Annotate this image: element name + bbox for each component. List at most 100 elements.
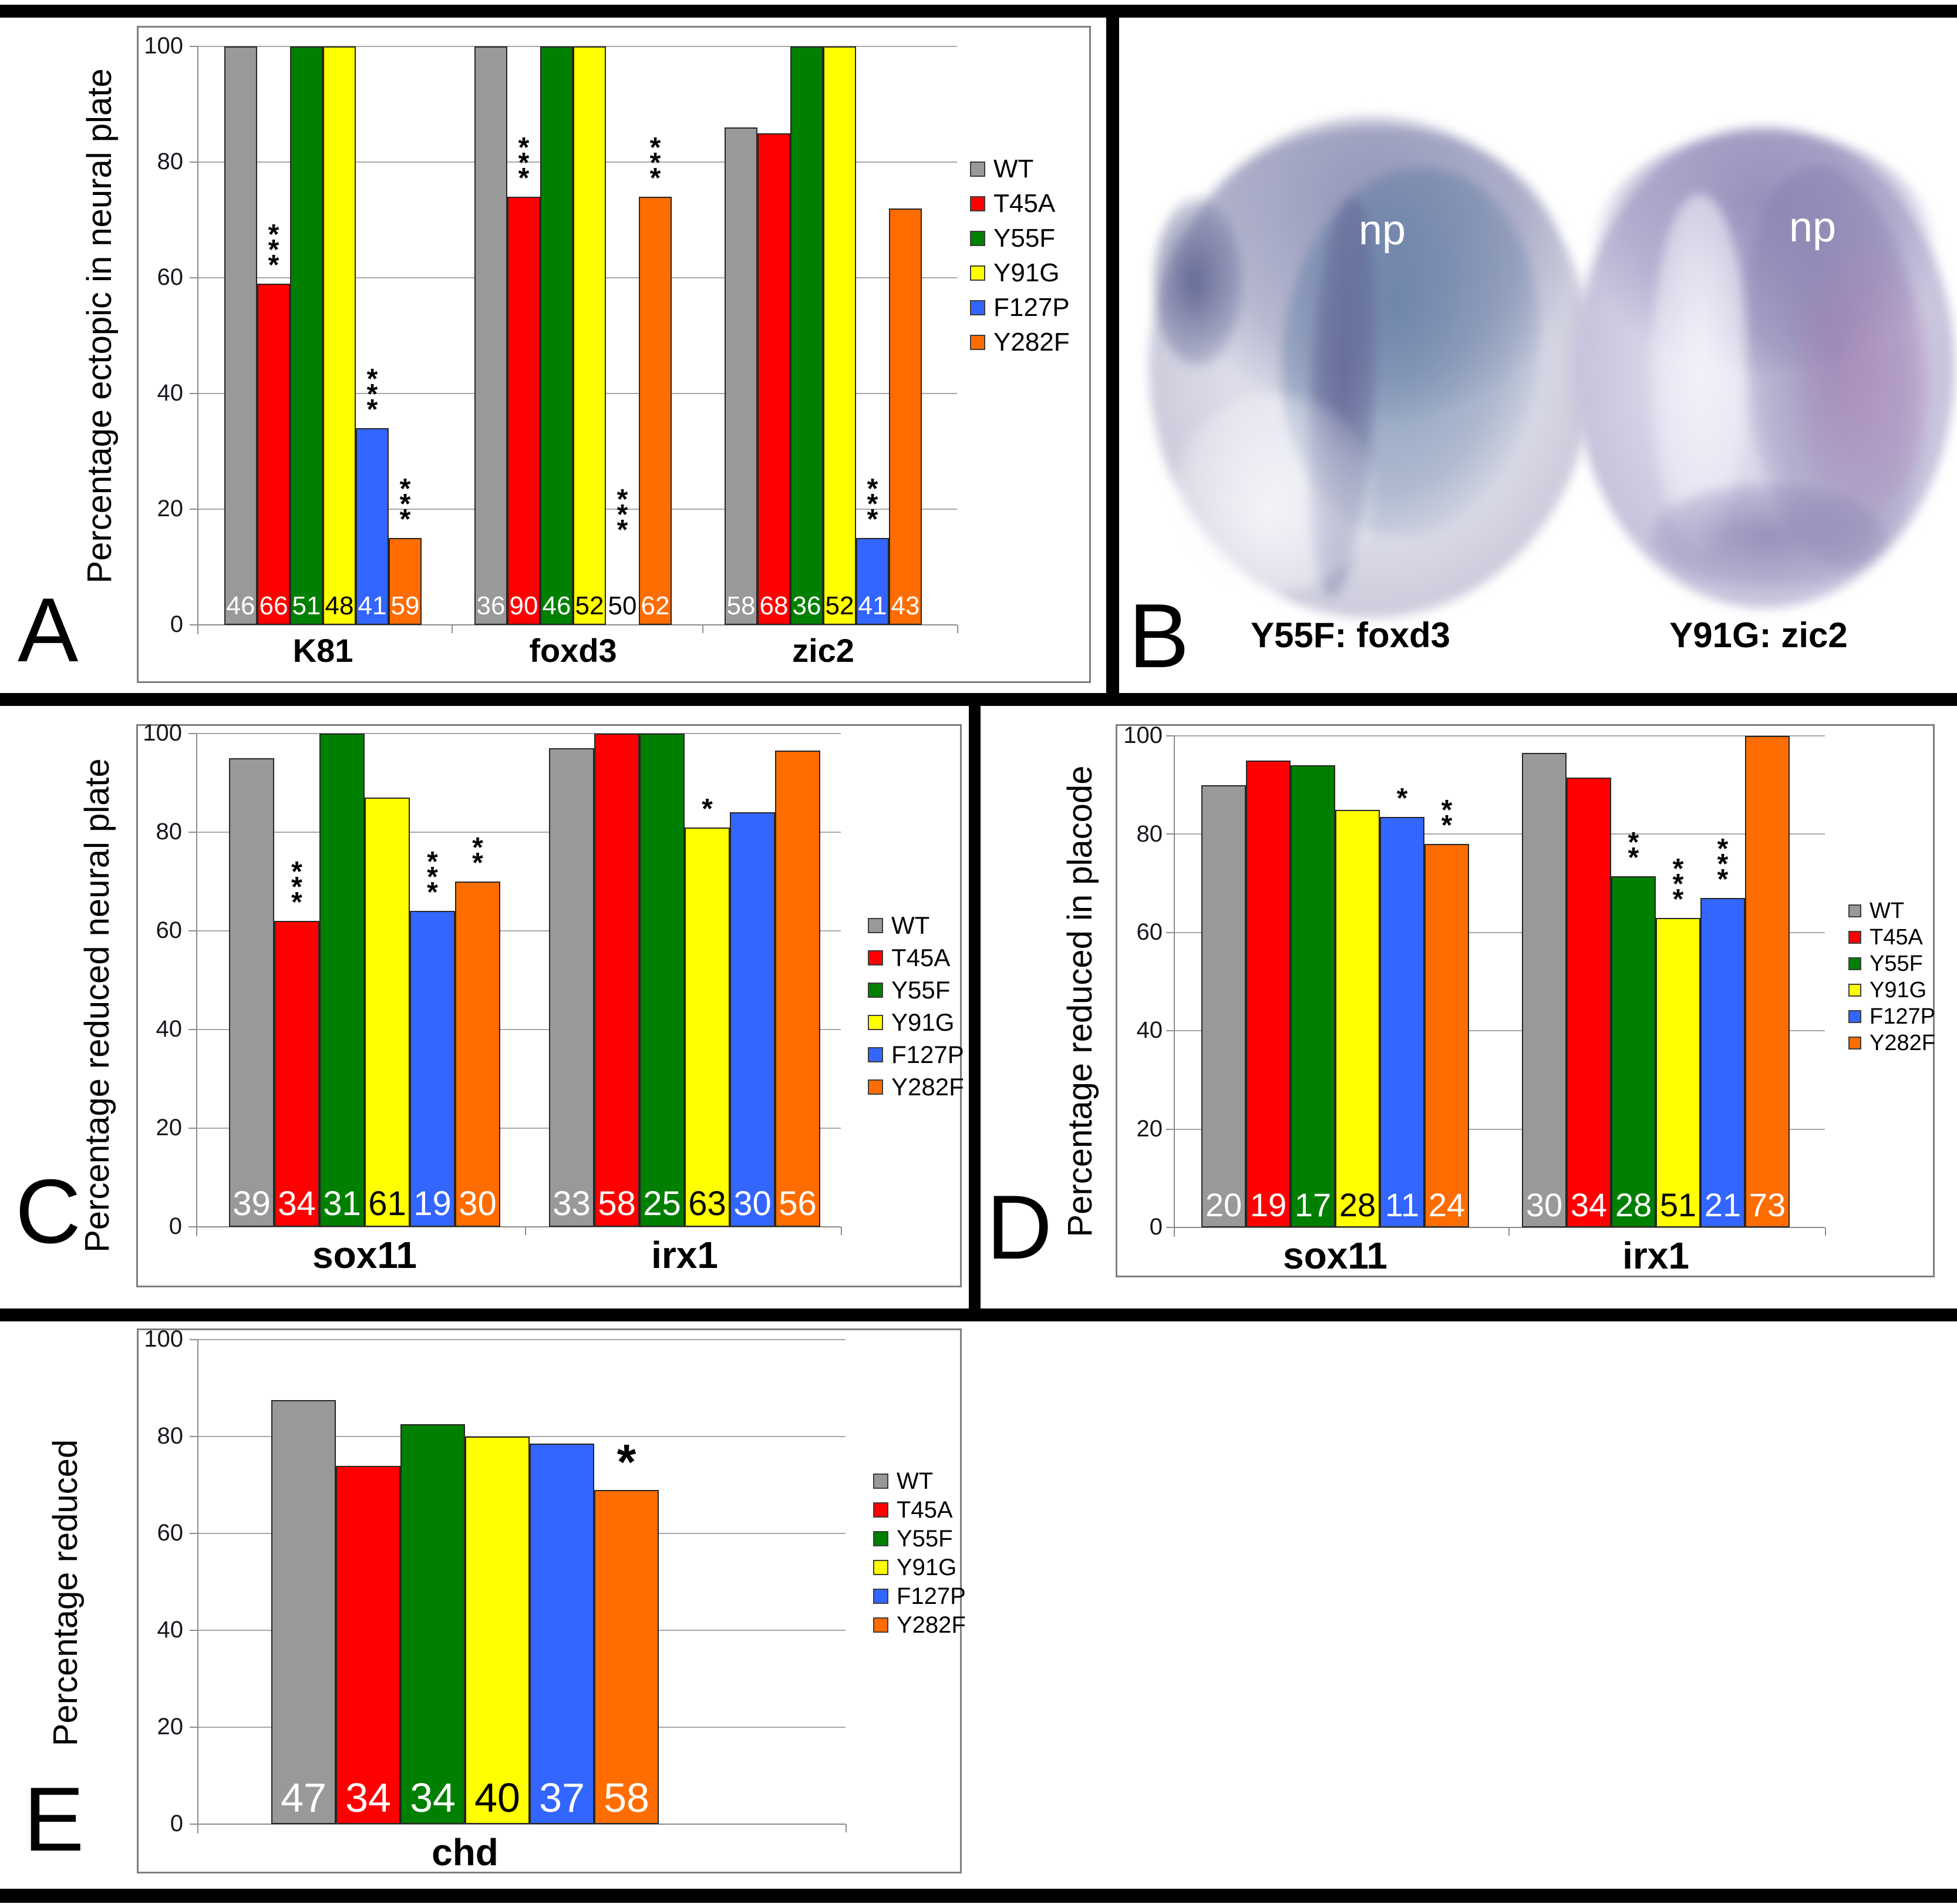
legend-swatch-Y282F (1848, 1036, 1861, 1049)
bar-sox11-Y55F (1291, 765, 1335, 1227)
legend-swatch-T45A (1848, 930, 1861, 944)
y-axis-title-text: Percentage reduced (46, 1439, 85, 1747)
asterisk: * (617, 514, 628, 546)
tick-label-80: 80 (157, 149, 184, 175)
legend-swatch-Y91G (1848, 983, 1861, 997)
bar-irx1-F127P (1700, 898, 1745, 1227)
legend-swatch-WT (1848, 904, 1861, 917)
asterisk: * (427, 846, 438, 878)
tick-label-100: 100 (1123, 722, 1163, 749)
legend-item-WT: WT (873, 1466, 966, 1495)
bar-sox11-Y55F (319, 734, 365, 1227)
x-axis-line (198, 1824, 846, 1825)
tick-label-40: 40 (156, 1016, 183, 1042)
n-label-chd-T45A: 34 (345, 1775, 391, 1821)
tick-60 (190, 1533, 198, 1534)
tick-label-40: 40 (157, 380, 184, 406)
bar-sox11-F127P (1380, 817, 1424, 1227)
panel-e-letter: E (23, 1768, 85, 1870)
gridline-20 (197, 1128, 841, 1129)
n-label-sox11-F127P: 19 (413, 1185, 452, 1223)
n-label-sox11-Y91G: 61 (368, 1185, 406, 1223)
asterisk: * (399, 489, 411, 520)
bar-sox11-Y91G (1335, 809, 1380, 1227)
asterisk: * (702, 793, 713, 825)
x-axis-line (197, 1226, 841, 1227)
asterisk: * (1441, 810, 1453, 842)
asterisk: * (649, 147, 661, 179)
asterisk: * (867, 489, 878, 520)
bar-chd-WT (271, 1400, 336, 1824)
asterisk: * (1396, 783, 1408, 815)
legend-item-WT: WT (1848, 897, 1935, 924)
tick-20 (188, 1128, 197, 1129)
legend-label-Y91G: Y91G (891, 1008, 955, 1036)
x-axis-group-label-irx1: irx1 (651, 1234, 718, 1276)
bar-irx1-Y55F (639, 734, 685, 1227)
bar-chd-Y55F (400, 1424, 465, 1824)
n-label-sox11-Y282F: 30 (459, 1185, 497, 1223)
asterisk: * (427, 877, 438, 909)
bar-zic2-T45A (757, 133, 790, 625)
legend-label-Y91G: Y91G (993, 258, 1060, 287)
n-label-K81-WT: 46 (226, 591, 255, 620)
legend-swatch-WT (970, 161, 985, 177)
legend-item-Y282F: Y282F (970, 325, 1070, 359)
legend-swatch-Y91G (873, 1559, 888, 1575)
n-label-foxd3-F127P: 50 (608, 591, 637, 620)
significance-irx1-Y91G: * (679, 793, 736, 825)
legend-item-T45A: T45A (1848, 924, 1935, 950)
panel-a-legend: WT T45A Y55F Y91G F127P Y282F (970, 152, 1070, 359)
legend-item-Y55F: Y55F (970, 221, 1070, 255)
legend-label-WT: WT (891, 911, 930, 939)
significance-irx1-F127P: * * * (1695, 835, 1751, 894)
tick-100 (1166, 735, 1174, 736)
legend-item-F127P: F127P (868, 1038, 964, 1071)
y-axis-line (1174, 736, 1175, 1237)
legend-swatch-F127P (1848, 1010, 1861, 1023)
asterisk: * (518, 147, 530, 179)
asterisk: * (1717, 849, 1729, 880)
bar-K81-T45A (257, 283, 290, 625)
legend-item-T45A: T45A (970, 186, 1070, 221)
bar-K81-F127P (356, 428, 389, 625)
bar-sox11-Y91G (365, 798, 410, 1227)
asterisk: * (867, 473, 878, 505)
np-annotation-left: np (1359, 207, 1406, 254)
y-axis-line (197, 46, 198, 634)
tick-label-100: 100 (144, 33, 183, 59)
n-label-chd-Y91G: 40 (474, 1775, 520, 1821)
asterisk: * (366, 364, 378, 395)
tick-label-0: 0 (1149, 1214, 1163, 1240)
legend-label-Y282F: Y282F (1870, 1030, 1935, 1055)
bar-sox11-Y282F (1424, 844, 1469, 1227)
legend-label-F127P: F127P (897, 1583, 966, 1609)
significance-K81-T45A: * * * (251, 220, 296, 281)
divider-vertical-ab (1106, 5, 1119, 706)
significance-foxd3-T45A: * * * (501, 134, 546, 193)
embryo-body (1574, 126, 1955, 608)
bar-zic2-F127P (856, 538, 889, 625)
asterisk: * (291, 887, 302, 919)
tick-0 (190, 624, 198, 625)
tick-0 (190, 1824, 198, 1825)
asterisk: * (268, 249, 279, 281)
significance-K81-F127P: * * * (350, 364, 395, 424)
asterisk: * (427, 862, 438, 893)
asterisk: * (472, 847, 483, 879)
x-axis-line (198, 624, 957, 625)
legend-item-F127P: F127P (970, 290, 1070, 325)
legend-swatch-WT (868, 917, 883, 933)
n-label-sox11-Y91G: 28 (1339, 1186, 1376, 1223)
bar-chd-T45A (336, 1465, 400, 1824)
panel-d-legend: WT T45A Y55F Y91G F127P Y282F (1848, 897, 1935, 1056)
tick-20 (190, 509, 198, 510)
tick-label-0: 0 (170, 611, 183, 638)
n-label-sox11-Y55F: 17 (1294, 1186, 1332, 1223)
significance-chd-Y282F: * (588, 1437, 665, 1486)
tick-label-60: 60 (156, 917, 183, 944)
legend-swatch-F127P (873, 1588, 888, 1604)
n-label-chd-WT: 47 (281, 1775, 326, 1821)
legend-swatch-Y55F (873, 1530, 888, 1546)
panel-a-letter: A (18, 579, 79, 681)
